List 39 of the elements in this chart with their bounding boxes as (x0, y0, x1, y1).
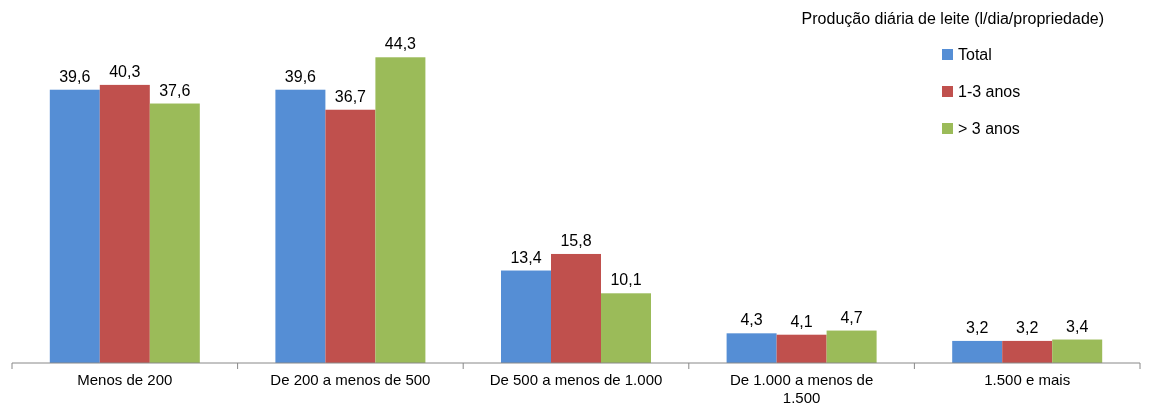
data-label: 37,6 (159, 81, 191, 99)
bar (275, 89, 326, 363)
bar (1052, 339, 1103, 363)
bar (149, 103, 200, 363)
data-label: 3,2 (966, 318, 989, 336)
data-label: 4,3 (740, 311, 763, 329)
bar (826, 330, 877, 363)
legend-label: Total (958, 46, 992, 63)
x-tick-label: De 200 a menos de 500 (270, 371, 431, 388)
data-label: 4,7 (840, 308, 863, 326)
bar (726, 333, 777, 363)
data-label: 40,3 (109, 62, 141, 80)
bar (776, 334, 827, 363)
x-tick-label: De 1.000 a menos de 1.500 (729, 371, 874, 406)
legend-label: 1-3 anos (958, 83, 1021, 100)
bar (49, 89, 100, 363)
data-label: 15,8 (560, 231, 592, 249)
bar (952, 340, 1003, 363)
data-label: 3,2 (1016, 318, 1039, 336)
data-label: 36,7 (334, 87, 367, 105)
data-label: 3,4 (1066, 317, 1089, 335)
x-tick-label: Menos de 200 (77, 371, 173, 388)
bar (1002, 340, 1053, 363)
bar (601, 293, 651, 363)
bar (551, 253, 601, 363)
data-label: 4,1 (790, 312, 813, 330)
data-label: 39,6 (284, 67, 317, 85)
data-label: 13,4 (510, 248, 542, 266)
x-tick-label: De 500 a menos de 1.000 (489, 371, 663, 388)
bar (375, 57, 426, 363)
data-label: 44,3 (384, 35, 417, 53)
legend-label: > 3 anos (958, 120, 1020, 137)
bar (325, 109, 376, 363)
bar (501, 270, 551, 363)
data-label: 10,1 (610, 271, 642, 289)
legend-title: Produção diária de leite (l/dia/propriedade) (801, 10, 1104, 27)
bar (99, 84, 150, 363)
x-tick-label: 1.500 e mais (984, 371, 1071, 388)
data-label: 39,6 (59, 67, 91, 85)
